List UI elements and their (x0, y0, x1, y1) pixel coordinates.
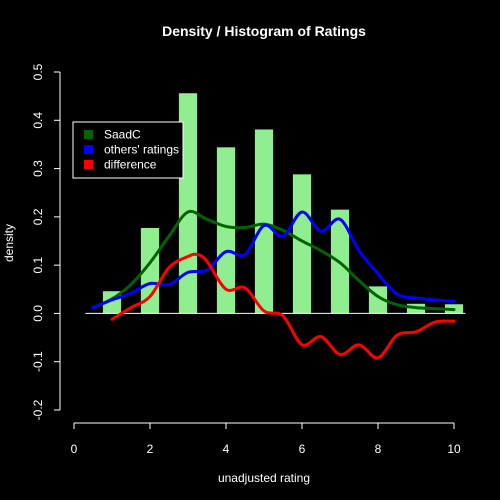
histogram-bar-5 (254, 129, 274, 314)
y-tick-label-7: 0.5 (31, 63, 45, 80)
y-tick-label-4: 0.2 (31, 208, 45, 225)
legend-label-2: difference (104, 158, 157, 172)
x-tick-label-0: 0 (71, 442, 78, 456)
histogram-bar-4 (216, 147, 236, 314)
legend-label-1: others' ratings (104, 143, 179, 157)
y-tick-label-0: -0.2 (31, 399, 45, 420)
y-tick-label-2: 0.0 (31, 305, 45, 322)
y-tick-label-3: 0.1 (31, 256, 45, 273)
legend-swatch-0 (84, 130, 93, 139)
x-tick-label-2: 2 (147, 442, 154, 456)
y-axis: -0.2 -0.1 0.0 0.1 0.2 0.3 0.4 0.5 (31, 63, 61, 420)
histogram-bar-6 (292, 174, 312, 314)
legend-swatch-2 (84, 160, 93, 169)
legend-swatch-1 (84, 145, 93, 154)
x-tick-label-10: 10 (447, 442, 461, 456)
chart-title: Density / Histogram of Ratings (162, 23, 366, 39)
series-line-0 (91, 209, 456, 312)
y-tick-label-5: 0.3 (31, 160, 45, 177)
y-tick-label-1: -0.1 (31, 351, 45, 372)
series-line-2 (110, 252, 456, 360)
y-tick-label-6: 0.4 (31, 112, 45, 129)
histogram-bars (102, 93, 464, 314)
legend-label-0: SaadC (104, 128, 141, 142)
density-curves (91, 209, 456, 360)
y-axis-label: density (2, 224, 16, 262)
series-line-1 (91, 210, 456, 310)
x-tick-label-8: 8 (375, 442, 382, 456)
x-tick-label-4: 4 (223, 442, 230, 456)
x-tick-label-6: 6 (299, 442, 306, 456)
x-axis-label: unadjusted rating (218, 471, 310, 485)
x-axis: 0 2 4 6 8 10 (71, 422, 461, 456)
